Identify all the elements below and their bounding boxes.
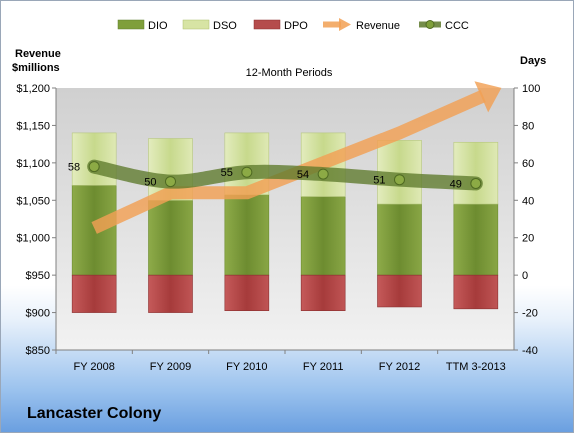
legend-swatch-dso [182,19,210,30]
legend-swatch-revenue [323,18,351,31]
legend-swatch-dpo [253,19,281,30]
legend: DIO DSO DPO Revenue CCC [117,18,469,32]
x-tick-label-2: FY 2010 [226,361,267,373]
right-tick-label-5: 60 [522,158,534,170]
bar-dpo-4 [377,274,422,308]
right-tick-label-2: 0 [522,270,528,282]
bar-dio-0 [71,185,117,276]
bar-dpo-5 [453,274,499,310]
left-tick-label-6: $1,150 [16,120,50,132]
ccc-label-2: 55 [221,167,233,179]
chart-svg: DIO DSO DPO Revenue CCC Revenue $million… [12,18,546,373]
ccc-point-4 [394,174,405,186]
bar-dso-5 [453,141,499,205]
right-tick-label-4: 40 [522,195,534,207]
ccc-point-3 [317,168,329,180]
ccc-point-1 [165,176,176,188]
bar-dio-3 [300,196,346,276]
left-tick-label-4: $1,050 [16,195,50,207]
x-tick-label-0: FY 2008 [73,361,114,373]
legend-swatch-dio [117,19,145,30]
chart-title: 12-Month Periods [246,67,333,79]
legend-swatch-ccc [419,20,441,29]
left-axis-title-line2: $millions [12,62,60,74]
company-name: Lancaster Colony [27,405,162,422]
legend-label-dio: DIO [148,20,168,32]
bar-dio-4 [377,203,422,276]
left-tick-label-2: $950 [26,270,50,282]
x-tick-label-5: TTM 3-2013 [446,361,506,373]
bar-dpo-0 [71,274,117,313]
right-tick-label-6: 80 [522,120,534,132]
revenue-arrowhead [474,81,502,113]
right-tick-label-3: 20 [522,233,534,245]
lines-layer: 58 50 55 54 51 49 [68,81,502,234]
right-tick-label-7: 100 [522,83,540,95]
bar-dio-1 [148,199,193,276]
left-tick-label-5: $1,100 [16,158,50,170]
ccc-label-0: 58 [68,162,80,174]
legend-label-revenue: Revenue [356,20,400,32]
ccc-point-2 [241,166,253,178]
legend-label-dpo: DPO [284,20,308,32]
ccc-point-0 [88,161,100,173]
bars-layer [71,132,499,313]
ccc-label-1: 50 [144,177,156,189]
x-tick-label-4: FY 2012 [379,361,420,373]
revenue-line [91,90,486,234]
left-tick-label-7: $1,200 [16,83,50,95]
legend-label-ccc: CCC [445,20,469,32]
ccc-label-5: 49 [450,178,462,190]
bar-dio-5 [453,203,499,276]
right-tick-label-1: -20 [522,308,538,320]
ccc-point-5 [470,177,482,189]
axes-layer: $850 $900 $950 $1,000 $1,050 $1,100 $1,150 $1,2… [16,83,540,373]
bar-dpo-3 [300,274,346,311]
x-tick-label-1: FY 2009 [150,361,191,373]
right-axis-title: Days [520,55,546,67]
left-tick-label-3: $1,000 [16,233,50,245]
left-axis-title-line1: Revenue [15,48,61,60]
ccc-label-3: 54 [297,169,309,181]
x-tick-label-3: FY 2011 [303,361,344,373]
left-tick-label-1: $900 [26,308,50,320]
bar-dpo-2 [224,274,270,311]
plot-area [56,88,514,350]
legend-label-dso: DSO [213,20,237,32]
right-tick-label-0: -40 [522,345,538,357]
bar-dio-2 [224,194,270,276]
ccc-line [87,159,483,191]
bar-dpo-1 [148,274,193,313]
ccc-label-4: 51 [373,175,385,187]
left-tick-label-0: $850 [26,345,50,357]
